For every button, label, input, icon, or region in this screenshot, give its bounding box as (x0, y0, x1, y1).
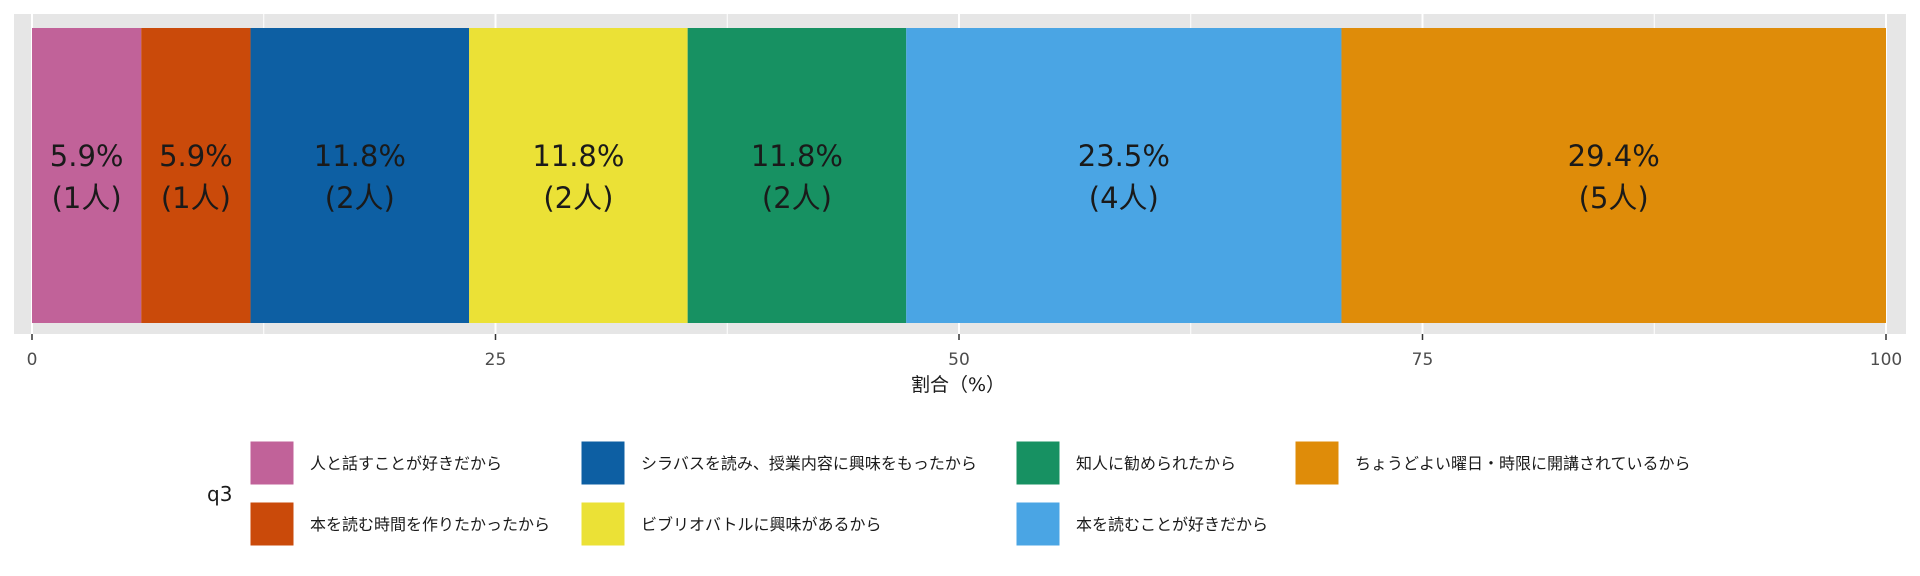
segment-count-label: (5人) (1579, 181, 1649, 215)
legend-entry-label: シラバスを読み、授業内容に興味をもったから (641, 454, 977, 473)
legend-entry-label: ちょうどよい曜日・時限に開講されているから (1355, 454, 1691, 473)
segment-count-label: (4人) (1089, 181, 1159, 215)
legend-swatch (1294, 440, 1340, 486)
segment-percent-label: 11.8% (314, 139, 406, 173)
bar-segment-3 (250, 28, 470, 323)
legend-swatch (249, 440, 295, 486)
legend-entry-label: 知人に勧められたから (1076, 454, 1236, 473)
bar-segment-4 (469, 28, 688, 323)
bar-segment-2 (141, 28, 251, 323)
segment-count-label: (2人) (543, 181, 613, 215)
legend-entry-label: 本を読む時間を作りたかったから (310, 515, 550, 534)
x-tick-label: 0 (27, 350, 38, 370)
bar-segments (32, 28, 1886, 323)
segment-percent-label: 5.9% (50, 139, 124, 173)
segment-count-label: (1人) (161, 181, 231, 215)
legend-swatch (1015, 501, 1061, 547)
x-axis-title: 割合（%） (911, 374, 1005, 396)
segment-percent-label: 11.8% (532, 139, 624, 173)
bar-segment-6 (906, 28, 1342, 323)
bar-segment-5 (687, 28, 907, 323)
segment-percent-label: 23.5% (1078, 139, 1170, 173)
segment-labels: 5.9% (1人) 5.9% (1人) 11.8% (2人) 11.8% (2人) 11.8% (… (50, 139, 1660, 215)
segment-count-label: (2人) (325, 181, 395, 215)
segment-percent-label: 5.9% (159, 139, 233, 173)
legend-entry-label: 本を読むことが好きだから (1076, 515, 1268, 534)
legend-title: q3 (207, 482, 232, 506)
legend-swatch (580, 501, 626, 547)
segment-percent-label: 29.4% (1568, 139, 1660, 173)
legend-swatch (1015, 440, 1061, 486)
x-tick-label: 50 (948, 350, 970, 370)
legend-swatch (580, 440, 626, 486)
legend-swatch (249, 501, 295, 547)
x-tick-label: 25 (485, 350, 507, 370)
x-tick-label: 100 (1870, 350, 1902, 370)
segment-count-label: (2人) (762, 181, 832, 215)
segment-count-label: (1人) (52, 181, 122, 215)
bar-segment-7 (1341, 28, 1886, 323)
bar-segment-1 (32, 28, 142, 323)
legend-entry-label: ビブリオバトルに興味があるから (641, 515, 881, 534)
segment-percent-label: 11.8% (751, 139, 843, 173)
legend-entry-label: 人と話すことが好きだから (310, 454, 502, 473)
x-tick-label: 75 (1412, 350, 1434, 370)
x-axis: 0 25 50 75 100 (27, 334, 1902, 370)
